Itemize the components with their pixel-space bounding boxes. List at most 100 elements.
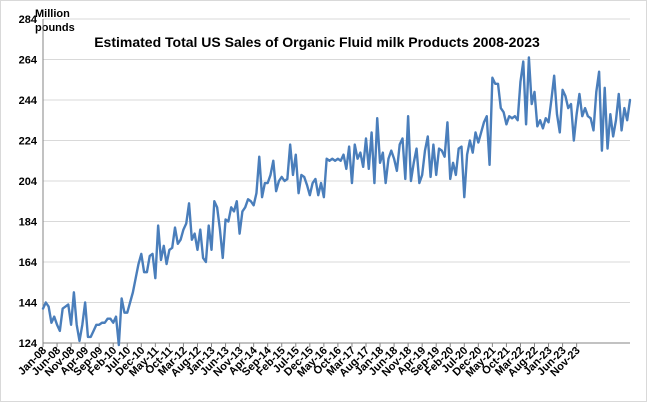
data-point (95, 324, 97, 326)
y-tick-label: 204 (19, 176, 38, 188)
data-point (576, 113, 578, 115)
data-point (444, 156, 446, 158)
data-point (163, 245, 165, 247)
data-point (601, 150, 603, 152)
data-point (210, 249, 213, 251)
data-point (42, 307, 44, 310)
data-point (458, 148, 460, 150)
data-point (491, 77, 493, 79)
data-point (62, 307, 64, 310)
data-point (230, 206, 232, 208)
data-point (382, 152, 384, 154)
y-tick-label: 144 (19, 298, 38, 310)
data-point (227, 220, 229, 223)
data-point (306, 184, 308, 186)
data-point (379, 162, 381, 164)
data-point (64, 305, 67, 308)
data-point (48, 305, 50, 308)
data-point (421, 174, 423, 176)
y-unit-label-line-2: pounds (35, 22, 75, 34)
y-tick-label: 184 (19, 217, 38, 229)
data-point (494, 83, 496, 85)
data-point (165, 263, 168, 265)
data-point (157, 224, 159, 227)
data-point (84, 301, 86, 304)
data-point (98, 324, 100, 326)
chart-title: Estimated Total US Sales of Organic Flui… (94, 34, 540, 50)
data-point (581, 115, 583, 117)
data-point (351, 182, 353, 184)
data-point (275, 190, 277, 192)
data-point (356, 158, 359, 160)
data-point (196, 249, 199, 251)
y-tick-label: 264 (19, 55, 38, 67)
data-point (76, 324, 78, 326)
data-point (365, 137, 367, 140)
data-point (219, 229, 221, 231)
data-point (180, 239, 182, 241)
data-point (140, 253, 142, 255)
data-point (303, 176, 305, 178)
data-point (272, 160, 274, 162)
data-point (67, 303, 69, 306)
data-point (615, 119, 617, 121)
data-point (525, 123, 527, 125)
data-point (553, 75, 555, 77)
data-point (547, 121, 550, 123)
data-point (407, 115, 409, 117)
data-point (567, 107, 569, 109)
data-point (255, 192, 258, 194)
data-point (533, 91, 536, 93)
data-point (328, 160, 331, 162)
data-point (160, 259, 162, 261)
data-point (56, 324, 58, 326)
data-point (449, 178, 451, 180)
data-point (578, 93, 581, 95)
data-point (472, 152, 474, 154)
data-point (390, 150, 392, 152)
data-point (278, 180, 280, 182)
data-point (474, 131, 477, 133)
data-point (177, 243, 179, 245)
data-point (146, 271, 148, 273)
data-point (573, 139, 575, 142)
data-point (314, 178, 317, 180)
data-point (396, 170, 398, 172)
data-point (326, 158, 328, 160)
data-point (292, 174, 294, 176)
data-point (123, 312, 126, 314)
data-point (559, 131, 561, 133)
data-point (233, 210, 235, 212)
data-point (441, 150, 443, 152)
data-point (609, 113, 611, 115)
data-point (289, 143, 291, 146)
data-point (115, 316, 117, 318)
data-point (587, 115, 589, 117)
data-point (629, 99, 631, 101)
y-tick-label: 224 (19, 136, 38, 148)
data-point (264, 182, 266, 184)
data-point (45, 301, 47, 304)
data-point (309, 194, 311, 196)
data-point (267, 182, 269, 184)
data-point (483, 121, 485, 123)
data-point (244, 206, 246, 208)
gridlines (42, 18, 630, 344)
data-point (368, 168, 370, 170)
data-point (300, 174, 302, 176)
data-point (393, 158, 395, 160)
data-point (561, 89, 564, 91)
data-point (463, 196, 465, 198)
data-point (247, 198, 249, 200)
data-point (286, 178, 288, 180)
data-point (410, 180, 412, 182)
data-point (371, 131, 373, 133)
data-point (595, 91, 597, 93)
data-point (253, 204, 255, 206)
data-point (154, 277, 156, 279)
data-point (168, 249, 170, 251)
y-axis-ticks: 124 144 164 184 204 224 244 264 284 (19, 14, 38, 350)
data-point (584, 107, 586, 109)
data-point (477, 141, 479, 144)
data-point (182, 229, 185, 231)
